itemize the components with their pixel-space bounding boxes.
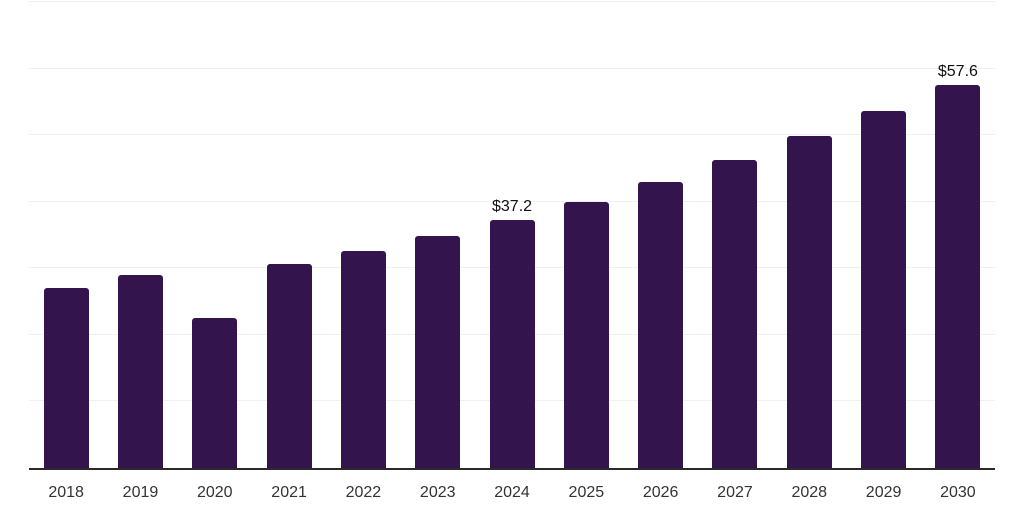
bar-slot xyxy=(401,2,475,468)
gridline xyxy=(29,1,995,2)
x-tick-label: 2029 xyxy=(865,484,902,501)
bar-value-label: $37.2 xyxy=(492,198,533,216)
x-tick-label: 2027 xyxy=(717,484,753,501)
bar xyxy=(861,111,907,468)
x-tick-label: 2022 xyxy=(345,484,382,501)
bar-slot xyxy=(326,2,400,468)
gridline xyxy=(29,67,995,69)
bar xyxy=(266,264,312,468)
bar-slot xyxy=(252,2,326,468)
x-tick-label: 2019 xyxy=(122,484,159,501)
bar xyxy=(935,84,981,468)
bar-slot xyxy=(549,2,623,468)
bar-slot xyxy=(29,2,103,468)
bar xyxy=(489,220,535,468)
bar xyxy=(712,159,758,468)
bar-slot: $57.6 xyxy=(921,2,995,468)
plot-area: $37.2 $57.6 xyxy=(29,1,995,470)
bars-container: $37.2 $57.6 xyxy=(29,2,995,468)
x-tick-label: 2020 xyxy=(196,484,233,501)
bar xyxy=(563,201,609,468)
bar-slot xyxy=(624,2,698,468)
bar xyxy=(117,274,163,468)
bar xyxy=(43,287,89,468)
x-tick-label: 2018 xyxy=(48,484,84,501)
x-tick-label: 2023 xyxy=(419,484,456,501)
bar-value-label: $57.6 xyxy=(937,62,978,80)
bar xyxy=(340,250,386,468)
bar xyxy=(415,236,461,468)
bar-slot xyxy=(103,2,177,468)
bar xyxy=(638,181,684,468)
bar-slot xyxy=(772,2,846,468)
x-axis-labels: 2018 2019 2020 2021 2022 2023 2024 2025 2026 2027… xyxy=(29,482,995,504)
gridline xyxy=(29,134,995,136)
gridline xyxy=(29,200,995,202)
x-tick-label: 2021 xyxy=(271,484,307,501)
x-tick-label: 2026 xyxy=(642,484,679,501)
bar xyxy=(192,318,238,468)
bar xyxy=(786,136,832,468)
bar-slot xyxy=(698,2,772,468)
x-tick-label: 2024 xyxy=(494,484,530,501)
bar-slot xyxy=(178,2,252,468)
x-tick-label: 2025 xyxy=(568,484,605,501)
x-tick-label: 2028 xyxy=(791,484,828,501)
x-tick-label: 2030 xyxy=(940,484,976,501)
bar-slot: $37.2 xyxy=(475,2,549,468)
bar-slot xyxy=(846,2,920,468)
